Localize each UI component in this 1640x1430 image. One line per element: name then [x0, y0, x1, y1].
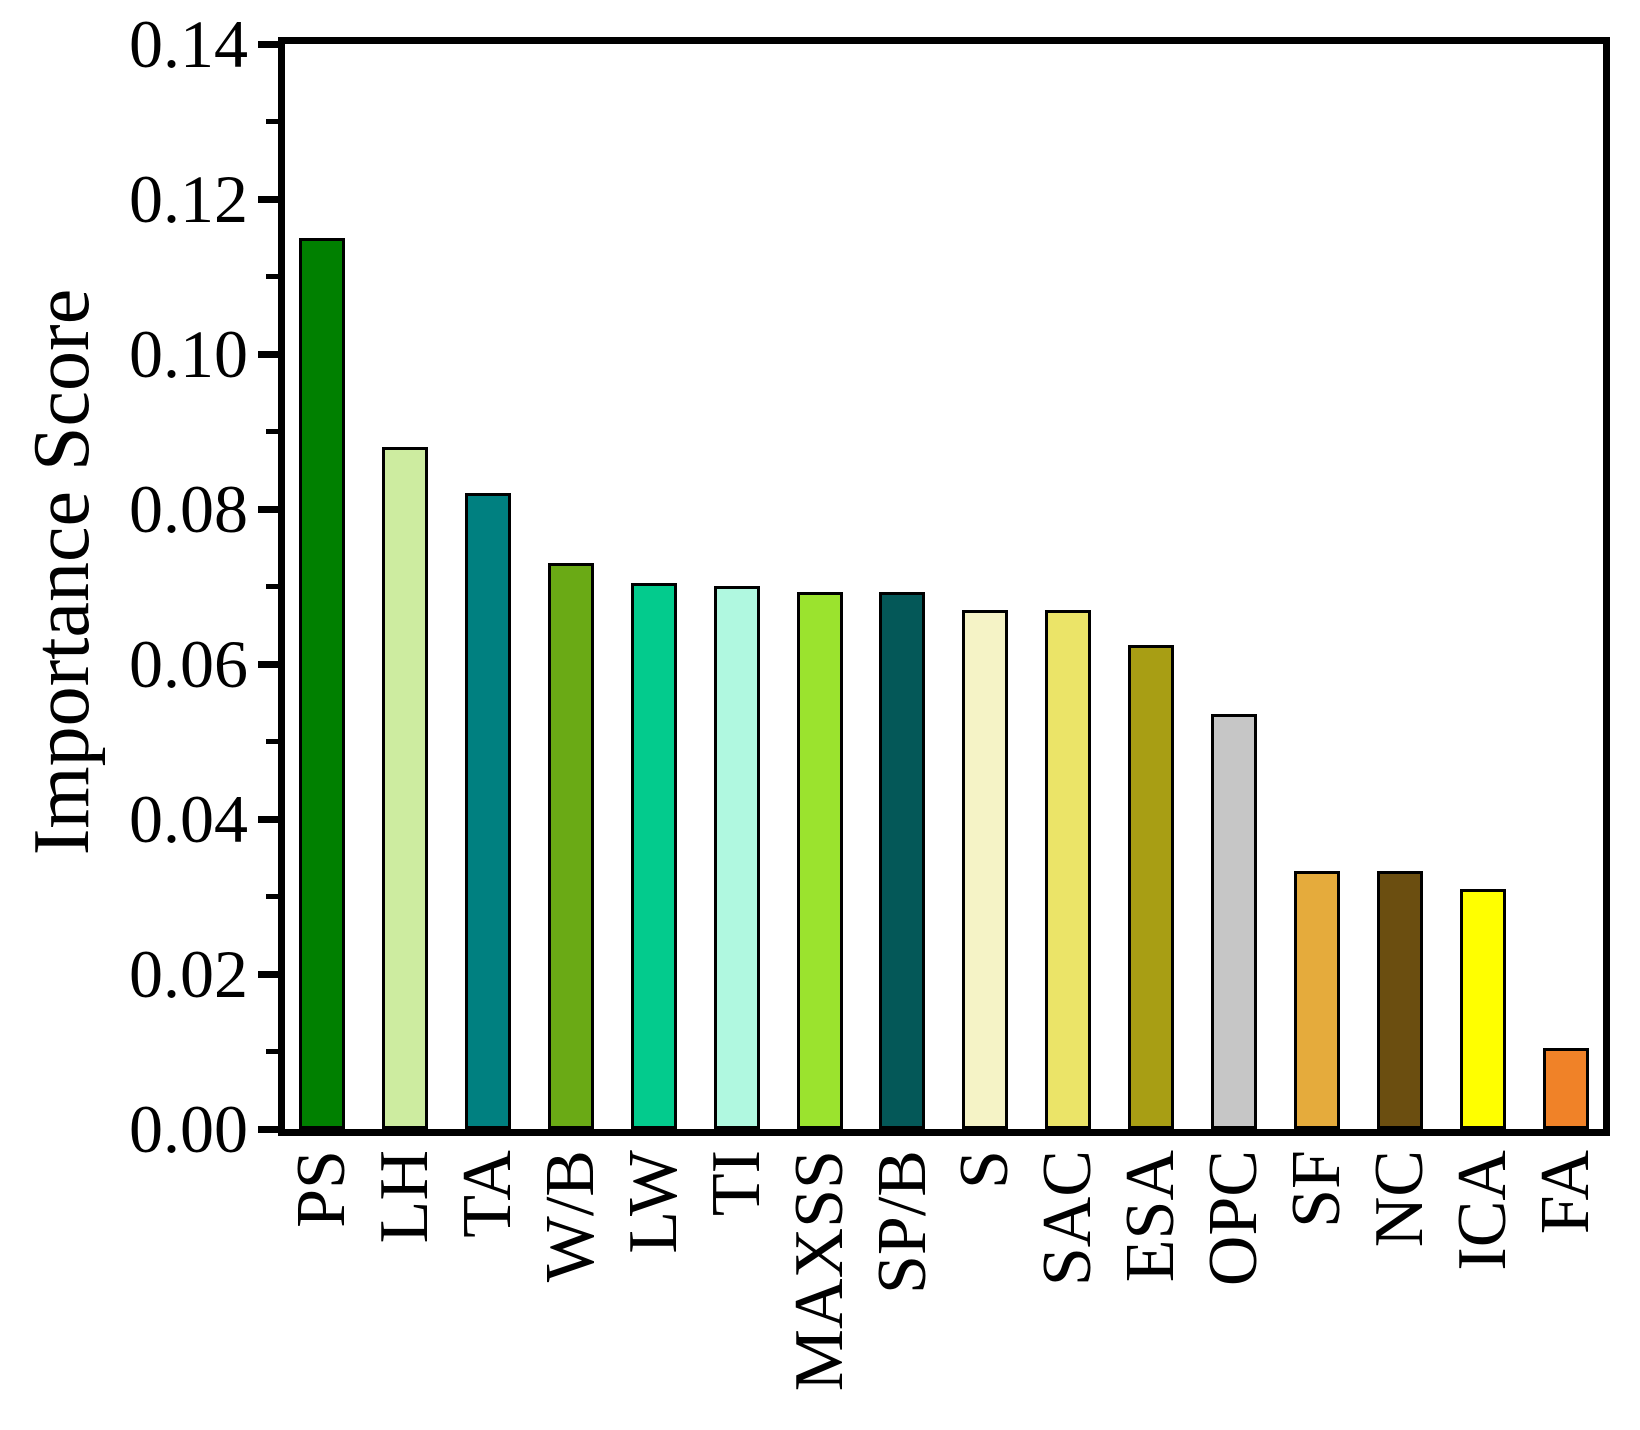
y-axis-title: Importance Score — [18, 288, 106, 856]
x-axis-label-W/B: W/B — [531, 1150, 609, 1283]
bar-SAC — [1045, 610, 1092, 1129]
x-axis-label-FA: FA — [1527, 1150, 1604, 1235]
y-axis-major-tick — [258, 40, 278, 48]
bar-NC — [1376, 871, 1423, 1129]
y-axis-tick-label: 0.08 — [129, 471, 248, 547]
y-axis-tick-label: 0.02 — [129, 936, 248, 1012]
y-axis-minor-tick — [266, 894, 278, 899]
x-axis-label-SF: SF — [1278, 1150, 1356, 1228]
y-axis-major-tick — [258, 660, 278, 668]
bars — [285, 44, 1603, 1129]
x-axis-label-OPC: OPC — [1195, 1150, 1273, 1287]
x-axis-label-SP/B: SP/B — [863, 1150, 941, 1294]
bar-S — [962, 610, 1009, 1129]
y-axis-major-tick — [258, 350, 278, 358]
y-axis-tick-label: 0.00 — [129, 1091, 248, 1167]
bar-PS — [299, 238, 345, 1129]
y-axis-tick-label: 0.12 — [129, 161, 248, 237]
x-axis-label-SAC: SAC — [1029, 1150, 1107, 1287]
y-axis-minor-tick — [266, 119, 278, 124]
x-axis-label-LW: LW — [614, 1150, 692, 1254]
x-axis-label-MAXSS: MAXSS — [780, 1150, 858, 1392]
y-axis-major-tick — [258, 815, 278, 823]
y-axis-tick-label: 0.04 — [129, 781, 248, 857]
bar-TI — [713, 586, 760, 1129]
bar-FA — [1542, 1048, 1589, 1129]
bar-SF — [1294, 871, 1341, 1129]
y-axis-minor-tick — [266, 274, 278, 279]
y-axis-minor-tick — [266, 1049, 278, 1054]
x-axis-label-S: S — [946, 1150, 1024, 1189]
y-axis-tick-label: 0.14 — [129, 6, 248, 82]
x-axis-label-ESA: ESA — [1112, 1150, 1190, 1283]
bar-SP/B — [879, 592, 926, 1129]
bar-ICA — [1459, 889, 1506, 1129]
bar-ESA — [1128, 645, 1175, 1129]
y-axis-tick-label: 0.06 — [129, 626, 248, 702]
y-axis-major-tick — [258, 195, 278, 203]
y-axis-major-tick — [258, 1125, 278, 1133]
bar-OPC — [1211, 714, 1258, 1129]
x-axis-label-LH: LH — [365, 1150, 443, 1244]
x-axis-label-TI: TI — [697, 1150, 775, 1217]
y-axis-minor-tick — [266, 429, 278, 434]
bar-LW — [630, 583, 677, 1129]
y-axis-major-tick — [258, 970, 278, 978]
y-axis-major-tick — [258, 505, 278, 513]
x-axis-label-PS: PS — [283, 1150, 360, 1228]
bar-MAXSS — [796, 592, 843, 1129]
x-axis-label-ICA: ICA — [1444, 1150, 1522, 1271]
bar-LH — [381, 447, 428, 1129]
x-axis-label-TA: TA — [448, 1150, 526, 1238]
y-axis-minor-tick — [266, 739, 278, 744]
y-axis-minor-tick — [266, 584, 278, 589]
bar-TA — [464, 493, 511, 1129]
bar-W/B — [547, 563, 594, 1129]
x-axis-label-NC: NC — [1361, 1150, 1439, 1248]
y-axis-tick-label: 0.10 — [129, 316, 248, 392]
